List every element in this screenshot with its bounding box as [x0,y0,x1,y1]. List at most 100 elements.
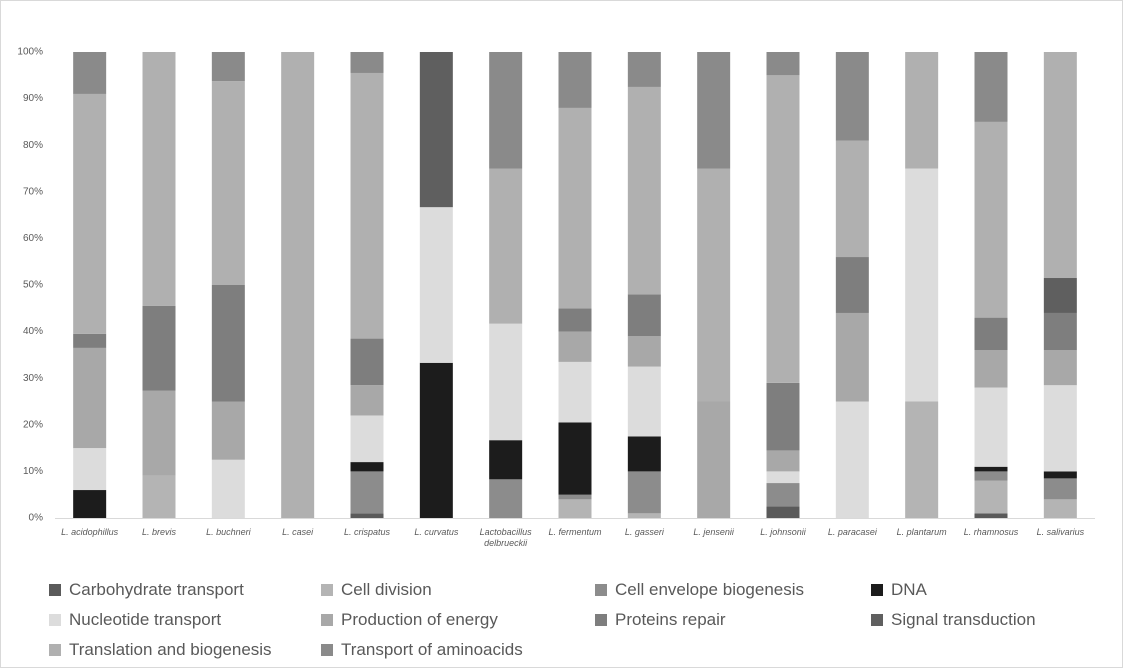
bar-segment [835,257,869,313]
y-tick-label: 40% [23,326,43,337]
bar-segment [73,448,107,491]
bar-segment [350,471,384,514]
bar-segment [350,52,384,73]
legend-label: Proteins repair [615,610,726,629]
x-tick-label: L. brevis [141,527,176,537]
legend-item: Carbohydrate transport [49,579,321,601]
bar-segment [142,52,176,306]
bar-segment [350,385,384,416]
legend-swatch [595,584,607,596]
y-tick-label: 50% [23,280,43,291]
bar-segment [1043,278,1077,313]
x-tick-label: L. johnsonii [760,527,806,537]
bar-segment [766,75,800,383]
bar-segment [974,513,1008,518]
legend-swatch [321,644,333,656]
legend-swatch [871,584,883,596]
bar-segment [766,471,800,484]
legend-item: Translation and biogenesis [49,639,321,661]
bar-segment [558,499,592,518]
bar-segment [835,52,869,141]
legend-label: Nucleotide transport [69,610,222,629]
legend-label: Transport of aminoacids [341,640,523,659]
bar-segment [1043,471,1077,479]
bar-segment [905,401,939,518]
x-tick-label: L. rhamnosus [963,527,1019,537]
bar-segment [558,52,592,108]
bar-segment [697,401,731,518]
bar-segment [974,387,1008,467]
bar-segment [766,382,800,451]
bar-segment [350,338,384,386]
legend-swatch [49,584,61,596]
bar-segment [419,52,453,208]
bar-segment [489,323,523,441]
bar-segment [489,52,523,169]
y-tick-label: 20% [23,419,43,430]
legend-item: Nucleotide transport [49,609,321,631]
legend-swatch [49,644,61,656]
bar-segment [419,362,453,518]
x-tick-label: L. curvatus [414,527,459,537]
bar-segment [558,308,592,332]
bar-segment [974,317,1008,351]
legend-label: DNA [891,580,927,599]
bar-segment [1043,350,1077,386]
x-tick-label: Lactobacillus delbrueckii [479,527,532,548]
bar-segment [558,422,592,495]
bar-segment [558,107,592,309]
y-tick-label: 70% [23,186,43,197]
legend-label: Translation and biogenesis [69,640,272,659]
bar-segment [350,462,384,472]
bar-segment [1043,52,1077,279]
legend-swatch [595,614,607,626]
bar-segment [974,466,1008,472]
bar-segment [835,140,869,258]
legend-item: DNA [871,579,1101,601]
x-tick-label: L. salivarius [1036,527,1085,537]
bar-segment [627,436,661,472]
bar-segment [766,450,800,472]
legend-item: Proteins repair [595,609,871,631]
bar-segment [766,52,800,76]
y-tick-label: 100% [17,47,43,58]
bar-segment [350,415,384,463]
bar-segment [419,207,453,363]
bar-segment [558,331,592,362]
y-tick-label: 90% [23,93,43,104]
legend-item: Cell division [321,579,595,601]
bar-segment [974,471,1008,481]
x-tick-label: L. buchneri [206,527,251,537]
x-tick-label: L. jensenii [693,527,734,537]
x-tick-label: L. paracasei [827,527,877,537]
legend-label: Cell envelope biogenesis [615,580,805,599]
legend-item: Production of energy [321,609,595,631]
legend: Carbohydrate transport Cell division Cell … [49,579,1109,661]
bar-segment [73,93,107,334]
bar-segment [73,52,107,94]
y-tick-label: 30% [23,373,43,384]
bar-segment [627,471,661,514]
bar-segment [489,479,523,518]
bar-segment [1043,312,1077,351]
bar-segment [627,294,661,337]
bar-segment [766,506,800,518]
legend-swatch [871,614,883,626]
bar-segment [905,168,939,402]
legend-label: Production of energy [341,610,498,629]
bar-segment [489,440,523,480]
bar-segment [627,86,661,295]
bar-segment [142,390,176,476]
legend-item: Transport of aminoacids [321,639,595,661]
bar-segment [697,168,731,402]
x-tick-label: L. fermentum [548,527,602,537]
bar-segment [142,305,176,391]
x-tick-label: L. casei [282,527,314,537]
bar-segment [558,494,592,500]
x-tick-label: L. acidophillus [61,527,119,537]
bar-segment [142,475,176,518]
legend-item: Signal transduction [871,609,1101,631]
legend-swatch [49,614,61,626]
y-tick-label: 10% [23,466,43,477]
